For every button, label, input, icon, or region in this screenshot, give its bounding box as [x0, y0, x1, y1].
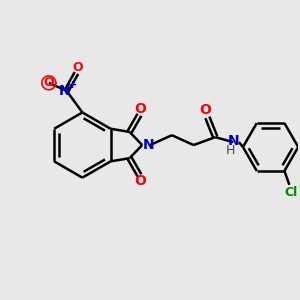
Text: O: O [200, 103, 211, 118]
Text: Cl: Cl [285, 186, 298, 199]
Text: O: O [72, 61, 83, 74]
Text: N: N [228, 134, 240, 148]
Text: O: O [134, 102, 146, 116]
Text: N: N [142, 138, 154, 152]
Text: O: O [134, 174, 146, 188]
Text: H: H [225, 145, 235, 158]
Text: O: O [44, 76, 54, 89]
Text: N: N [59, 84, 70, 98]
Text: +: + [68, 80, 77, 90]
